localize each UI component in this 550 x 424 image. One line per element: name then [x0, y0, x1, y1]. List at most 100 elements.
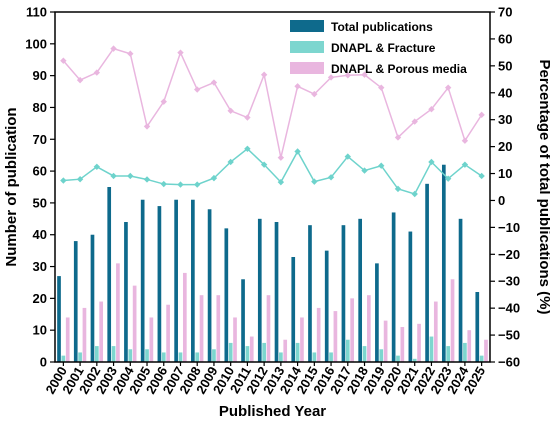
y-tick-label-110: 110: [26, 5, 47, 20]
point-dnapl-porous-media-2010: [227, 107, 234, 115]
bar-total-publications-2024: [458, 218, 463, 362]
bar-total-publications-2022: [425, 183, 429, 362]
point-dnapl-porous-media-2024: [461, 137, 469, 144]
bar-total-publications-2015: [308, 225, 312, 362]
point-dnapl-porous-media-2020: [394, 134, 402, 141]
y-tick-label-80: 80: [33, 100, 47, 115]
point-dnapl-fracture-2003: [110, 172, 117, 180]
y-axis-title: Number of publication: [3, 107, 20, 266]
bar-dnapl-fracture-2013: [279, 352, 283, 362]
bar-dnapl-porous-media-2008: [199, 295, 204, 362]
bar-dnapl-porous-media-2014: [300, 317, 304, 362]
y2-tick-label--10: −10: [498, 220, 520, 235]
point-dnapl-fracture-2023: [444, 175, 452, 182]
bar-dnapl-porous-media-2006: [166, 304, 170, 362]
point-dnapl-fracture-2001: [76, 175, 84, 183]
bar-dnapl-fracture-2001: [78, 352, 82, 362]
y-tick-label-100: 100: [25, 36, 47, 51]
bar-total-publications-2012: [257, 218, 262, 362]
bar-dnapl-fracture-2012: [262, 342, 266, 362]
bar-dnapl-fracture-2010: [228, 342, 233, 362]
point-dnapl-fracture-2010: [227, 158, 234, 166]
point-dnapl-porous-media-2000: [60, 57, 67, 64]
point-dnapl-porous-media-2014: [294, 83, 301, 90]
bar-dnapl-fracture-2023: [446, 346, 451, 362]
y2-tick-label--20: −20: [498, 247, 520, 262]
bar-dnapl-fracture-2014: [295, 342, 300, 362]
point-dnapl-porous-media-2019: [378, 84, 385, 91]
bar-dnapl-porous-media-2002: [99, 301, 104, 362]
point-dnapl-porous-media-2007: [177, 49, 184, 56]
bar-total-publications-2010: [224, 228, 229, 362]
y2-tick-label--30: −30: [498, 274, 520, 289]
bar-total-publications-2018: [358, 218, 363, 362]
bar-dnapl-porous-media-2020: [400, 327, 405, 362]
point-dnapl-fracture-2014: [294, 148, 301, 155]
axes-layer: 0102030405060708090100110−60−50−40−30−20…: [25, 5, 520, 397]
point-dnapl-porous-media-2015: [311, 90, 318, 98]
bar-dnapl-fracture-2004: [128, 349, 133, 362]
bar-dnapl-fracture-2008: [195, 352, 200, 362]
bar-dnapl-porous-media-2011: [249, 336, 254, 362]
point-dnapl-porous-media-2017: [344, 72, 351, 79]
bar-dnapl-porous-media-2005: [149, 317, 154, 362]
bar-dnapl-porous-media-2021: [417, 323, 421, 362]
bar-dnapl-fracture-2011: [245, 346, 250, 362]
point-dnapl-fracture-2006: [160, 180, 167, 188]
bar-total-publications-2008: [191, 199, 195, 362]
legend: Total publications DNAPL & Fracture DNAPL …: [290, 20, 467, 76]
y-tick-label-0: 0: [40, 355, 47, 370]
point-dnapl-porous-media-2011: [244, 114, 251, 121]
line-dnapl-porous-media: [62, 47, 483, 158]
bar-total-publications-2021: [408, 231, 413, 362]
y-tick-label-70: 70: [33, 132, 47, 147]
x-axis-title: Published Year: [219, 403, 326, 420]
y2-axis-title: Percentage of total publications (%): [536, 59, 550, 314]
bar-total-publications-2013: [274, 222, 279, 362]
bar-dnapl-porous-media-2022: [433, 301, 438, 362]
y2-tick-label-20: 20: [498, 139, 512, 154]
line-dnapl-fracture: [63, 147, 483, 195]
bar-dnapl-porous-media-2017: [350, 298, 354, 362]
point-dnapl-fracture-2017: [344, 153, 351, 160]
y-tick-label-30: 30: [33, 259, 47, 274]
y2-tick-label--40: −40: [498, 301, 520, 316]
point-dnapl-fracture-2000: [60, 177, 67, 184]
point-dnapl-fracture-2013: [277, 178, 285, 186]
y2-tick-label-0: 0: [498, 193, 505, 208]
point-dnapl-porous-media-2008: [194, 86, 201, 93]
bar-dnapl-fracture-2006: [161, 352, 166, 362]
bar-dnapl-fracture-2003: [111, 346, 116, 362]
bar-total-publications-2001: [73, 241, 78, 362]
point-dnapl-fracture-2002: [93, 163, 101, 171]
bar-total-publications-2002: [90, 234, 95, 362]
point-dnapl-fracture-2005: [143, 176, 151, 183]
point-dnapl-fracture-2021: [411, 190, 418, 198]
point-dnapl-fracture-2024: [461, 161, 469, 168]
point-dnapl-porous-media-2016: [327, 74, 335, 81]
bar-dnapl-fracture-2021: [412, 358, 417, 362]
bar-dnapl-fracture-2017: [345, 339, 350, 362]
point-dnapl-porous-media-2025: [478, 111, 485, 119]
bar-dnapl-fracture-2016: [329, 352, 333, 362]
bar-dnapl-porous-media-2025: [484, 339, 488, 362]
bar-dnapl-porous-media-2007: [182, 272, 187, 362]
point-dnapl-fracture-2011: [244, 145, 251, 152]
point-dnapl-porous-media-2023: [444, 84, 452, 91]
legend-swatch-total-publications: [290, 20, 324, 32]
bar-total-publications-2017: [341, 225, 346, 362]
point-dnapl-porous-media-2022: [428, 105, 435, 113]
point-dnapl-fracture-2020: [394, 185, 402, 193]
point-dnapl-fracture-2016: [327, 174, 335, 181]
bar-dnapl-porous-media-2018: [367, 295, 371, 362]
y2-tick-label-30: 30: [498, 112, 512, 127]
bar-dnapl-porous-media-2016: [333, 311, 338, 362]
bar-dnapl-porous-media-2003: [116, 263, 120, 362]
bar-total-publications-2023: [441, 164, 446, 362]
bar-total-publications-2007: [174, 199, 178, 362]
bar-total-publications-2011: [241, 279, 245, 362]
y-tick-label-10: 10: [33, 323, 47, 338]
point-dnapl-fracture-2015: [311, 178, 318, 185]
y2-tick-label-50: 50: [498, 58, 512, 73]
